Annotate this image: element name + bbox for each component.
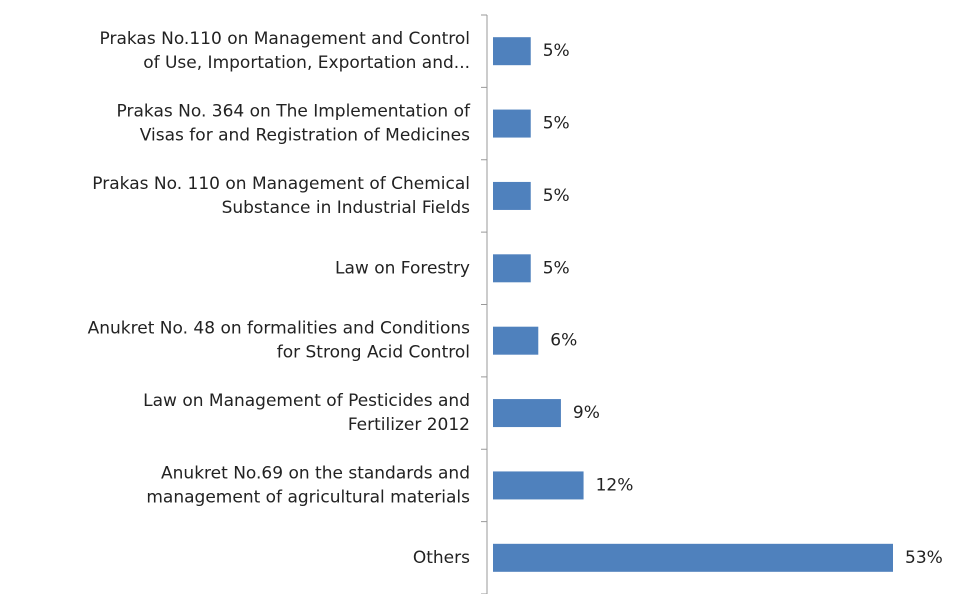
category-label: Law on Management of Pesticides and Ferti…	[143, 391, 470, 435]
value-label: 9%	[573, 403, 600, 423]
value-label: 5%	[543, 114, 570, 134]
category-label: Anukret No.69 on the standards and manage…	[146, 463, 470, 507]
bar	[493, 254, 531, 283]
category-label: Prakas No.110 on Management and Control o…	[100, 29, 470, 73]
value-label: 5%	[543, 186, 570, 206]
value-label: 12%	[596, 475, 634, 495]
bar	[493, 399, 561, 428]
bar	[493, 109, 531, 138]
category-label: Anukret No. 48 on formalities and Condit…	[88, 319, 471, 363]
bar	[493, 181, 531, 210]
value-label: 53%	[905, 548, 943, 568]
value-label: 5%	[543, 41, 570, 61]
category-label: Others	[413, 548, 470, 568]
category-label: Prakas No. 110 on Management of Chemical…	[92, 174, 470, 218]
bar	[493, 37, 531, 66]
value-label: 5%	[543, 258, 570, 278]
category-label: Prakas No. 364 on The Implementation of V…	[117, 102, 471, 146]
bar	[493, 471, 584, 500]
bar	[493, 326, 539, 355]
value-label: 6%	[550, 331, 577, 351]
bar	[493, 543, 893, 572]
category-label: Law on Forestry	[335, 258, 470, 278]
